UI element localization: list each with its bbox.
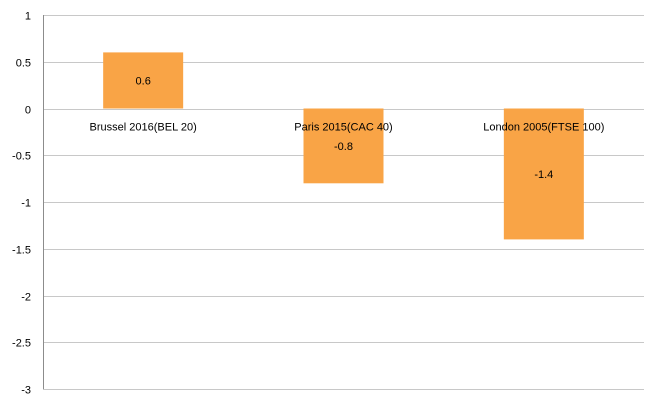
y-tick-label: -0.5: [12, 151, 31, 163]
y-tick-label: -3: [21, 385, 31, 397]
y-tick-label: -1.5: [12, 245, 31, 257]
y-tick-label: 0.5: [16, 58, 31, 70]
category-label: Brussel 2016(BEL 20): [90, 122, 197, 134]
y-tick-label: 1: [25, 11, 31, 23]
y-axis-tick-labels: 1 0.5 0 -0.5 -1 -1.5 -2 -2.5 -3: [12, 11, 31, 397]
data-labels: 0.6 -0.8 -1.4: [136, 75, 554, 181]
bar: [503, 108, 584, 240]
category-labels: Brussel 2016(BEL 20) Paris 2015(CAC 40) Lo…: [90, 122, 605, 134]
category-label: London 2005(FTSE 100): [483, 122, 604, 134]
y-tick-label: 0: [25, 105, 31, 117]
data-label: 0.6: [136, 75, 151, 87]
y-tick-label: -2: [21, 292, 31, 304]
bars: [103, 52, 584, 240]
y-tick-label: -2.5: [12, 338, 31, 350]
y-tick-label: -1: [21, 198, 31, 210]
data-label: -1.4: [534, 169, 553, 181]
data-label: -0.8: [334, 141, 353, 153]
bar: [103, 52, 184, 109]
category-label: Paris 2015(CAC 40): [294, 122, 392, 134]
bar: [303, 108, 384, 184]
